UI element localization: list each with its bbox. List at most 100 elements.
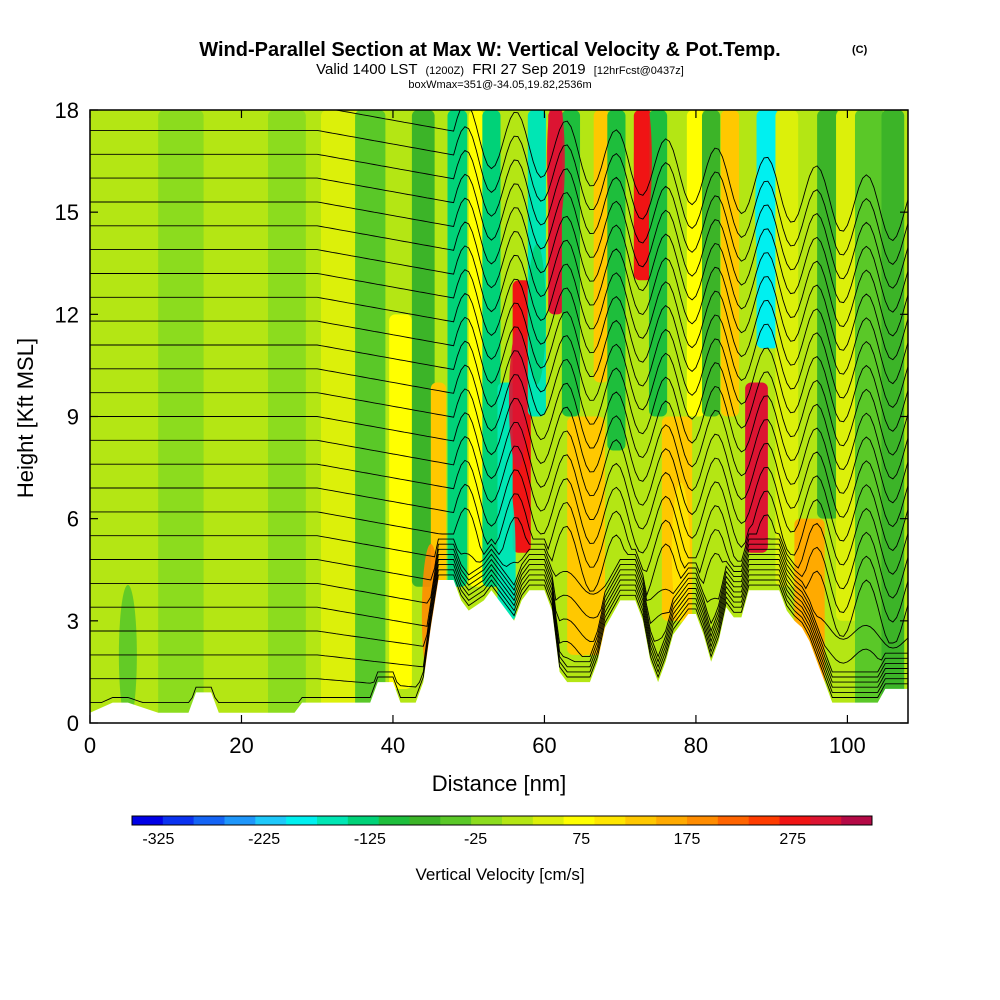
- colorbar-swatch: [317, 816, 349, 825]
- subtitle-date: FRI 27 Sep 2019: [472, 61, 585, 78]
- potential-temperature-contours: [90, 110, 908, 704]
- colorbar-swatch: [132, 816, 164, 825]
- velocity-band: [720, 110, 740, 417]
- colorbar-label: 75: [572, 831, 590, 848]
- velocity-band: [561, 110, 581, 417]
- x-tick-label: 20: [229, 733, 253, 758]
- axis-ticks: 0 20 40 60 80 100 0 3 6 9 12 15 18: [55, 98, 908, 758]
- velocity-point: [497, 482, 516, 623]
- colorbar-swatch: [532, 816, 564, 825]
- theta-contour: [333, 110, 908, 242]
- velocity-band: [701, 110, 721, 417]
- colorbar-swatch: [471, 816, 503, 825]
- x-axis-label: Distance [nm]: [432, 771, 567, 796]
- x-tick-label: 80: [684, 733, 708, 758]
- velocity-band: [482, 110, 501, 587]
- colorbar: -325 -225 -125 -25 75 175 275: [131, 815, 873, 848]
- colorbar-swatch: [409, 816, 441, 825]
- y-tick-label: 12: [55, 302, 79, 327]
- colorbar-swatch: [502, 816, 534, 825]
- velocity-band: [607, 110, 626, 451]
- theta-contour: [90, 221, 908, 361]
- chart-subtitle: Valid 1400 LST (1200Z) FRI 27 Sep 2019 […: [316, 61, 684, 78]
- x-tick-label: 40: [381, 733, 405, 758]
- velocity-point: [755, 142, 774, 283]
- theta-contour: [90, 553, 908, 678]
- velocity-band: [648, 110, 668, 417]
- subtitle-forecast: [12hrFcst@0437z]: [594, 65, 684, 77]
- colorbar-label: 275: [779, 831, 806, 848]
- velocity-band: [686, 110, 706, 417]
- colorbar-swatch: [748, 816, 780, 825]
- colorbar-label: -325: [142, 831, 174, 848]
- colorbar-swatch: [625, 816, 657, 825]
- theta-contour: [90, 569, 908, 693]
- vertical-velocity-field: [93, 110, 905, 723]
- theta-contour: [90, 149, 908, 289]
- theta-contour: [90, 340, 908, 480]
- x-tick-label: 100: [829, 733, 866, 758]
- colorbar-swatch: [687, 816, 719, 825]
- theta-contour: [90, 173, 908, 313]
- theta-contour: [90, 269, 908, 408]
- theta-contour: [90, 507, 908, 644]
- velocity-band: [447, 110, 468, 587]
- colorbar-swatch: [810, 816, 842, 825]
- terrain-mask: [90, 580, 908, 723]
- colorbar-label: 175: [674, 831, 701, 848]
- y-tick-label: 0: [67, 711, 79, 736]
- colorbar-swatch: [656, 816, 688, 825]
- x-tick-label: 60: [532, 733, 556, 758]
- y-tick-label: 18: [55, 98, 79, 123]
- colorbar-label: -225: [248, 831, 280, 848]
- terrain: [90, 580, 908, 723]
- colorbar-swatch: [717, 816, 749, 825]
- theta-contour: [90, 548, 908, 673]
- theta-contour: [90, 245, 908, 385]
- theta-contour: [90, 436, 908, 575]
- velocity-point: [747, 397, 766, 538]
- colorbar-swatch: [347, 816, 379, 825]
- colorbar-swatch: [563, 816, 595, 825]
- y-tick-label: 9: [67, 405, 79, 430]
- colorbar-swatch: [224, 816, 256, 825]
- velocity-band: [321, 110, 359, 723]
- chart-title: Wind-Parallel Section at Max W: Vertical…: [199, 39, 780, 61]
- theta-contour: [90, 292, 908, 432]
- colorbar-title: Vertical Velocity [cm/s]: [415, 865, 584, 884]
- theta-contour: [90, 459, 908, 599]
- y-tick-label: 6: [67, 507, 79, 532]
- colorbar-label: -25: [464, 831, 487, 848]
- theta-contour: [90, 412, 908, 552]
- x-tick-label: 0: [84, 733, 96, 758]
- subtitle-utc: (1200Z): [426, 65, 465, 77]
- plot-area: 0 20 40 60 80 100 0 3 6 9 12 15 18: [55, 98, 909, 758]
- colorbar-swatch: [779, 816, 811, 825]
- theta-contour: [90, 126, 908, 265]
- colorbar-swatch: [378, 816, 410, 825]
- colorbar-swatch: [286, 816, 318, 825]
- theta-contour: [90, 543, 908, 664]
- colorbar-swatch: [440, 816, 472, 825]
- y-tick-label: 15: [55, 200, 79, 225]
- theta-contour: [90, 364, 908, 504]
- y-axis-label: Height [Kft MSL]: [13, 338, 38, 498]
- velocity-point: [118, 584, 137, 723]
- velocity-point: [633, 110, 652, 232]
- theta-contour: [90, 564, 908, 688]
- theta-contour: [90, 483, 908, 623]
- theta-contour: [90, 316, 908, 456]
- velocity-band: [468, 110, 484, 587]
- subtitle-valid: Valid 1400 LST: [316, 61, 417, 78]
- velocity-band: [881, 110, 905, 723]
- colorbar-swatch: [594, 816, 626, 825]
- colorbar-swatch: [255, 816, 287, 825]
- theta-contour: [90, 559, 908, 683]
- theta-contour: [90, 574, 908, 704]
- y-tick-label: 3: [67, 609, 79, 634]
- chart-title-mark: (C): [852, 44, 868, 56]
- velocity-band: [355, 110, 386, 723]
- colorbar-label: -125: [354, 831, 386, 848]
- colorbar-frame: [131, 815, 873, 826]
- chart-subtitle-box: boxWmax=351@-34.05,19.82,2536m: [408, 79, 591, 91]
